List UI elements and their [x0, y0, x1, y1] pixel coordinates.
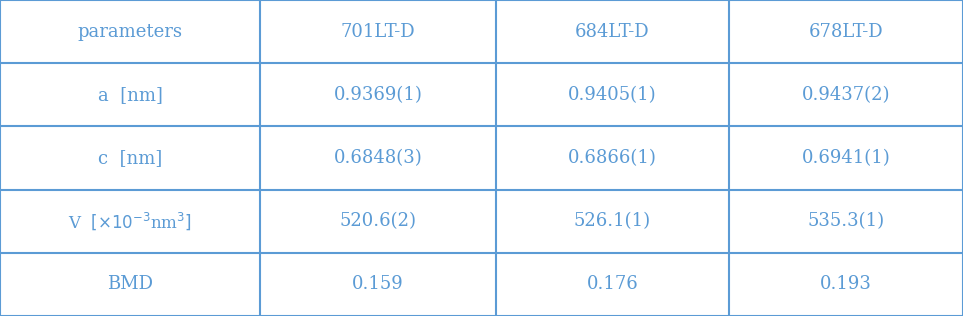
Text: 678LT-D: 678LT-D — [809, 23, 883, 40]
Text: 0.6941(1): 0.6941(1) — [801, 149, 891, 167]
Text: 0.9369(1): 0.9369(1) — [333, 86, 423, 104]
Text: 0.9437(2): 0.9437(2) — [802, 86, 890, 104]
Text: c  [nm]: c [nm] — [98, 149, 162, 167]
Text: 684LT-D: 684LT-D — [575, 23, 650, 40]
Text: V  $[\times10^{-3}$nm$^{3}]$: V $[\times10^{-3}$nm$^{3}]$ — [68, 210, 192, 232]
Text: BMD: BMD — [107, 276, 153, 293]
Text: 0.193: 0.193 — [820, 276, 872, 293]
Text: 0.9405(1): 0.9405(1) — [568, 86, 657, 104]
Text: 0.6848(3): 0.6848(3) — [333, 149, 423, 167]
Text: 701LT-D: 701LT-D — [341, 23, 415, 40]
Text: 0.159: 0.159 — [352, 276, 403, 293]
Text: 535.3(1): 535.3(1) — [807, 212, 885, 230]
Text: a  [nm]: a [nm] — [97, 86, 163, 104]
Text: parameters: parameters — [77, 23, 183, 40]
Text: 526.1(1): 526.1(1) — [574, 212, 651, 230]
Text: 0.6866(1): 0.6866(1) — [568, 149, 657, 167]
Text: 0.176: 0.176 — [586, 276, 638, 293]
Text: 520.6(2): 520.6(2) — [340, 212, 416, 230]
